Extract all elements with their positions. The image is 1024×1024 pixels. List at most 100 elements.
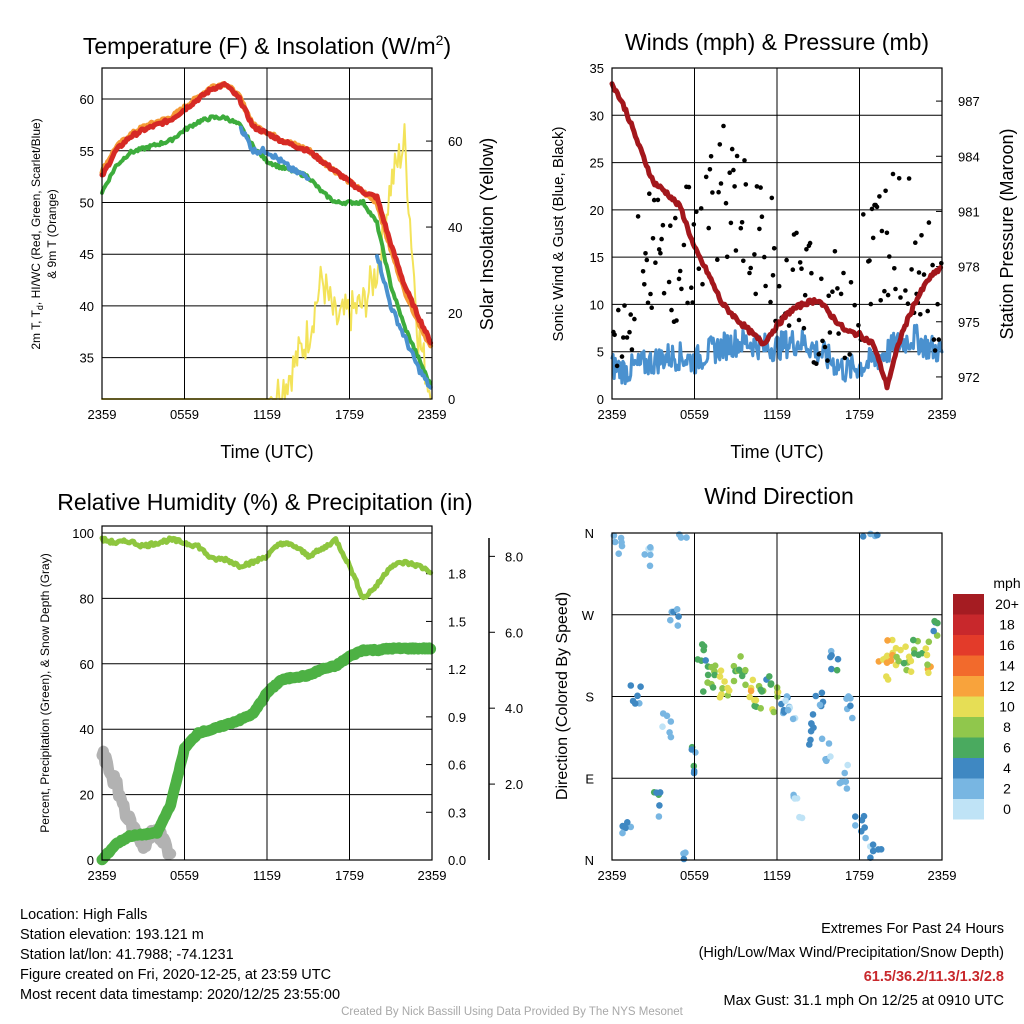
gust-point bbox=[867, 258, 872, 263]
gust-point bbox=[731, 167, 736, 173]
direction-point bbox=[667, 718, 675, 725]
rh-x-tick-label: 1159 bbox=[253, 868, 281, 883]
snow-tick-label: 6.0 bbox=[505, 625, 523, 640]
direction-point bbox=[784, 706, 792, 714]
gust-point bbox=[869, 206, 875, 212]
gust-point bbox=[884, 230, 890, 236]
gust-point bbox=[651, 197, 657, 203]
gust-point bbox=[691, 222, 697, 227]
direction-point bbox=[818, 689, 826, 697]
pressure-tick-label: 984 bbox=[958, 149, 980, 164]
direction-point bbox=[867, 854, 874, 861]
rh-x-tick-label: 1759 bbox=[335, 868, 364, 883]
direction-point bbox=[719, 685, 726, 692]
direction-point bbox=[895, 657, 902, 665]
gust-point bbox=[768, 299, 773, 305]
temp-x-tick-label: 1759 bbox=[335, 407, 364, 422]
direction-point bbox=[653, 789, 660, 796]
gust-point bbox=[715, 257, 720, 263]
gust-point bbox=[757, 226, 762, 232]
gust-point bbox=[723, 200, 729, 206]
humidity-precip-panel: 0 20 40 60 80 100 0.0 0.3 0.6 0.9 1.2 1.5 1.8 2.0 4.0 6… bbox=[38, 489, 523, 883]
direction-point bbox=[849, 714, 856, 722]
series-2m-line bbox=[99, 81, 434, 346]
direction-point bbox=[619, 829, 626, 837]
gust-point bbox=[660, 222, 666, 228]
pressure-tick-label: 987 bbox=[958, 94, 980, 109]
temp-left-axis-label: 2m T, Td, HI/WC (Red, Green, Scarlet/Blu… bbox=[29, 118, 45, 349]
direction-point bbox=[791, 795, 799, 802]
direction-point bbox=[900, 659, 908, 667]
gust-point bbox=[748, 265, 753, 271]
wind-y-tick-label: 35 bbox=[590, 61, 604, 76]
rh-left-axis-label: Percent, Precipitation (Green), & Snow D… bbox=[38, 553, 52, 832]
legend-label: 12 bbox=[999, 678, 1015, 694]
pressure-tick-label: 978 bbox=[958, 260, 980, 275]
direction-point bbox=[816, 701, 824, 709]
gust-point bbox=[903, 288, 908, 293]
extremes-title: Extremes For Past 24 Hours bbox=[821, 921, 1004, 937]
direction-point bbox=[869, 841, 877, 848]
gust-point bbox=[784, 257, 789, 263]
gust-point bbox=[826, 293, 831, 299]
temp-y-tick-label: 60 bbox=[80, 92, 94, 107]
dir-y-tick-label: N bbox=[585, 853, 594, 868]
direction-point bbox=[930, 627, 937, 635]
gust-point bbox=[856, 323, 861, 328]
snow-tick-label: 8.0 bbox=[505, 549, 523, 564]
gust-point bbox=[653, 260, 658, 266]
direction-point bbox=[858, 828, 865, 835]
gust-point bbox=[830, 289, 835, 295]
dir-x-tick-label: 1759 bbox=[845, 868, 874, 883]
direction-point bbox=[746, 693, 753, 701]
rh-y-tick-label: 40 bbox=[80, 722, 94, 737]
rh-x-tick-label: 2359 bbox=[418, 868, 447, 883]
insolation-tick-label: 60 bbox=[448, 134, 462, 149]
gust-point bbox=[926, 220, 932, 225]
gust-point bbox=[614, 363, 620, 369]
gust-point bbox=[921, 272, 927, 277]
gust-point bbox=[717, 142, 723, 147]
gust-point bbox=[847, 352, 852, 357]
gust-point bbox=[629, 347, 635, 352]
direction-point bbox=[667, 616, 674, 624]
gust-point bbox=[710, 190, 715, 195]
direction-point bbox=[852, 822, 859, 829]
direction-point bbox=[875, 846, 882, 853]
gust-point bbox=[643, 251, 648, 256]
gust-point bbox=[700, 281, 705, 287]
series-precip-line bbox=[96, 642, 437, 866]
precip-tick-label: 0.0 bbox=[448, 853, 466, 868]
gust-point bbox=[896, 176, 902, 181]
gust-point bbox=[776, 283, 782, 289]
gust-point bbox=[627, 329, 632, 335]
legend-swatch bbox=[953, 778, 984, 799]
legend-swatch bbox=[953, 758, 984, 779]
direction-point bbox=[770, 708, 778, 716]
gust-point bbox=[913, 240, 918, 245]
direction-point bbox=[808, 720, 815, 727]
gust-point bbox=[694, 209, 699, 214]
gust-point bbox=[673, 215, 678, 221]
insolation-tick-label: 0 bbox=[448, 392, 455, 407]
direction-point bbox=[925, 638, 933, 646]
dir-y-tick-label: N bbox=[585, 526, 594, 541]
gust-point bbox=[669, 307, 674, 313]
gust-point bbox=[742, 158, 747, 163]
gust-point bbox=[804, 247, 809, 252]
direction-point bbox=[737, 653, 744, 660]
gust-point bbox=[820, 338, 825, 344]
direction-point bbox=[889, 636, 896, 644]
gust-point bbox=[883, 188, 888, 194]
gust-point bbox=[819, 276, 824, 282]
direction-point bbox=[680, 855, 688, 863]
direction-point bbox=[907, 668, 915, 675]
gust-point bbox=[758, 185, 763, 190]
gust-point bbox=[918, 312, 923, 317]
gust-point bbox=[916, 270, 922, 275]
gust-point bbox=[645, 300, 651, 306]
gust-point bbox=[640, 269, 646, 274]
legend-swatch bbox=[953, 676, 984, 697]
legend-unit-label: mph bbox=[993, 575, 1020, 591]
